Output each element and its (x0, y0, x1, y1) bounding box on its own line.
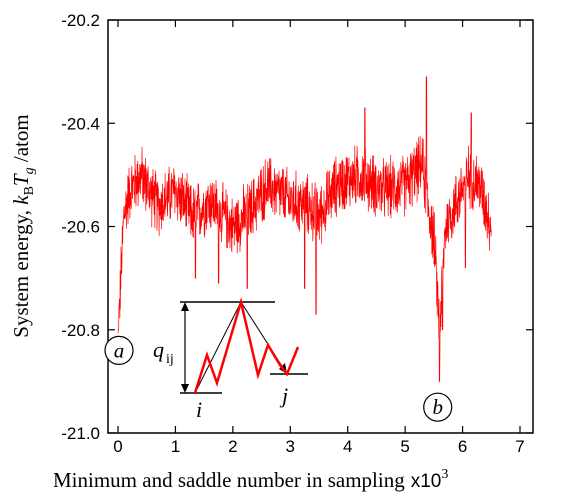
inset-j-label: j (279, 383, 288, 408)
y-axis-title: System energy, kBTg /atom (9, 114, 37, 337)
x-axis-title-exponent: 3 (441, 467, 448, 482)
y-axis-title-t: T (9, 173, 33, 186)
y-axis-title-suffix: /atom (9, 114, 33, 167)
annotation-label: a (114, 338, 125, 362)
annotation-circle (104, 335, 134, 365)
y-tick-label: -20.6 (61, 218, 100, 237)
x-tick-label: 4 (343, 437, 352, 456)
x-axis-ticks: 0 1 2 3 4 5 6 7 (113, 20, 525, 456)
annotation-layer: ab (104, 335, 453, 422)
x-axis-title-text: Minimum and saddle number in sampling (53, 468, 405, 492)
annotation-circle (423, 392, 453, 422)
y-tick-label: -20.2 (61, 11, 100, 30)
inset-diagram: q ij i j (153, 297, 308, 422)
x-tick-label: 7 (515, 437, 524, 456)
energy-series-line (117, 76, 492, 382)
y-axis-title-k: k (9, 195, 33, 205)
inset-q-arrow-up (181, 302, 189, 311)
plot-frame (107, 19, 534, 434)
y-axis-title-t-sub: g (22, 167, 37, 174)
x-tick-label: 5 (400, 437, 409, 456)
x-tick-label: 6 (458, 437, 467, 456)
x-tick-label: 2 (228, 437, 237, 456)
inset-energy-curve (193, 297, 300, 394)
inset-q-subscript: ij (166, 352, 174, 367)
x-axis-title: Minimum and saddle number in sampling x10… (53, 467, 448, 492)
y-tick-label: -20.4 (61, 114, 100, 133)
y-axis-title-k-sub: B (22, 186, 37, 195)
x-tick-label: 1 (171, 437, 180, 456)
inset-q-label: q (153, 337, 164, 362)
y-tick-label: -21.0 (61, 424, 100, 443)
x-tick-label: 3 (286, 437, 295, 456)
series-layer (117, 76, 492, 382)
y-tick-label: -20.8 (61, 321, 100, 340)
x-tick-label: 0 (113, 437, 122, 456)
inset-path-up (194, 301, 242, 394)
y-axis-ticks: -21.0 -20.8 -20.6 -20.4 -20.2 (61, 11, 533, 443)
y-axis-title-prefix: System energy, (9, 205, 33, 338)
annotation-label: b (432, 395, 443, 419)
inset-i-label: i (196, 397, 202, 422)
inset-q-arrow-down (181, 384, 189, 393)
x-axis-title-multiplier: x10 (411, 471, 442, 492)
